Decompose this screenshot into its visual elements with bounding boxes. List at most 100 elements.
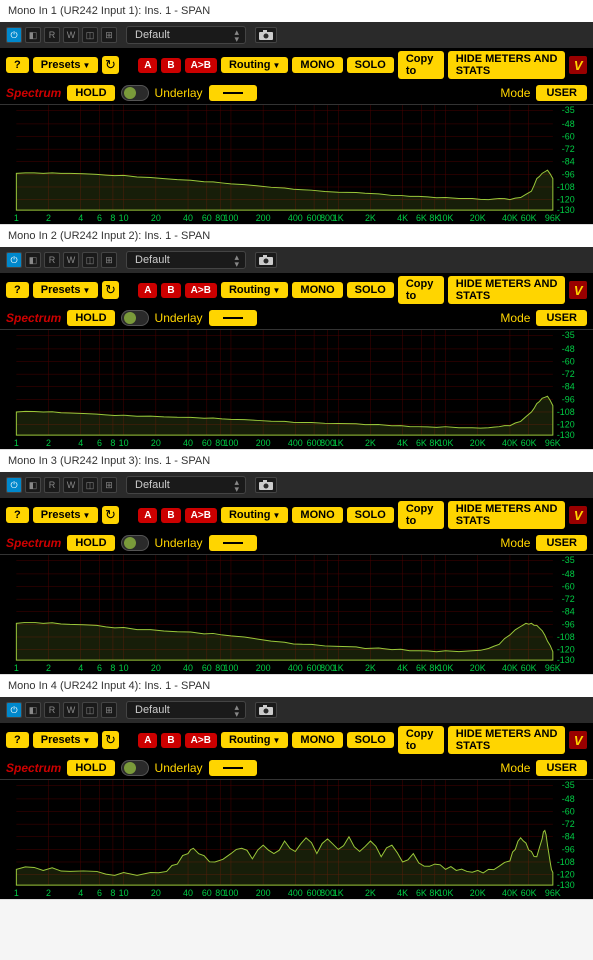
user-mode-button[interactable]: USER (536, 760, 587, 776)
user-mode-button[interactable]: USER (536, 310, 587, 326)
ab-button[interactable]: A>B (185, 508, 217, 523)
write-button[interactable]: W (63, 27, 79, 43)
solo-button[interactable]: SOLO (347, 282, 394, 298)
user-mode-button[interactable]: USER (536, 85, 587, 101)
snapshot-button[interactable] (255, 477, 277, 493)
compare-button[interactable]: ◫ (82, 477, 98, 493)
hold-toggle[interactable] (121, 760, 149, 776)
reload-button[interactable]: ↻ (102, 731, 118, 749)
read-button[interactable]: R (44, 252, 60, 268)
presets-button[interactable]: Presets ▼ (33, 57, 99, 73)
brand-badge[interactable]: V (569, 56, 587, 74)
copyto-button[interactable]: Copy to (398, 501, 444, 529)
solo-button[interactable]: SOLO (347, 507, 394, 523)
brand-badge[interactable]: V (569, 731, 587, 749)
compare-button[interactable]: ◫ (82, 27, 98, 43)
b-button[interactable]: B (161, 733, 180, 748)
underlay-select[interactable] (209, 760, 257, 776)
preset-dropdown[interactable]: Default▴▾ (126, 476, 246, 494)
snapshot-button[interactable] (255, 252, 277, 268)
preset-dropdown[interactable]: Default▴▾ (126, 251, 246, 269)
routing-button[interactable]: Routing ▼ (221, 57, 288, 73)
b-button[interactable]: B (161, 508, 180, 523)
power-button[interactable]: ⏻ (6, 252, 22, 268)
routing-button[interactable]: Routing ▼ (221, 282, 288, 298)
help-button[interactable]: ? (6, 282, 29, 298)
compare-button[interactable]: ◫ (82, 252, 98, 268)
underlay-select[interactable] (209, 535, 257, 551)
bypass-button[interactable]: ◧ (25, 477, 41, 493)
a-button[interactable]: A (138, 283, 157, 298)
solo-button[interactable]: SOLO (347, 732, 394, 748)
settings-button[interactable]: ⊞ (101, 702, 117, 718)
mono-button[interactable]: MONO (292, 732, 342, 748)
hold-button[interactable]: HOLD (67, 760, 114, 776)
reload-button[interactable]: ↻ (102, 281, 118, 299)
hold-toggle[interactable] (121, 310, 149, 326)
ab-button[interactable]: A>B (185, 283, 217, 298)
copyto-button[interactable]: Copy to (398, 726, 444, 754)
settings-button[interactable]: ⊞ (101, 27, 117, 43)
snapshot-button[interactable] (255, 702, 277, 718)
user-mode-button[interactable]: USER (536, 535, 587, 551)
presets-button[interactable]: Presets ▼ (33, 282, 99, 298)
hide-meters-button[interactable]: HIDE METERS AND STATS (448, 51, 566, 79)
write-button[interactable]: W (63, 477, 79, 493)
write-button[interactable]: W (63, 252, 79, 268)
read-button[interactable]: R (44, 27, 60, 43)
bypass-button[interactable]: ◧ (25, 252, 41, 268)
read-button[interactable]: R (44, 702, 60, 718)
routing-button[interactable]: Routing ▼ (221, 732, 288, 748)
mono-button[interactable]: MONO (292, 57, 342, 73)
preset-dropdown[interactable]: Default▴▾ (126, 701, 246, 719)
write-button[interactable]: W (63, 702, 79, 718)
hold-toggle[interactable] (121, 85, 149, 101)
brand-badge[interactable]: V (569, 506, 587, 524)
underlay-select[interactable] (209, 310, 257, 326)
help-button[interactable]: ? (6, 507, 29, 523)
hide-meters-button[interactable]: HIDE METERS AND STATS (448, 726, 566, 754)
a-button[interactable]: A (138, 58, 157, 73)
underlay-select[interactable] (209, 85, 257, 101)
snapshot-button[interactable] (255, 27, 277, 43)
ab-button[interactable]: A>B (185, 733, 217, 748)
power-button[interactable]: ⏻ (6, 477, 22, 493)
hold-toggle[interactable] (121, 535, 149, 551)
spectrum-display[interactable]: -35-48-60-72-84-96-108-120-1301246810204… (0, 554, 593, 674)
read-button[interactable]: R (44, 477, 60, 493)
mono-button[interactable]: MONO (292, 507, 342, 523)
help-button[interactable]: ? (6, 732, 29, 748)
help-button[interactable]: ? (6, 57, 29, 73)
reload-button[interactable]: ↻ (102, 56, 118, 74)
b-button[interactable]: B (161, 283, 180, 298)
copyto-button[interactable]: Copy to (398, 276, 444, 304)
ab-button[interactable]: A>B (185, 58, 217, 73)
reload-button[interactable]: ↻ (102, 506, 118, 524)
power-button[interactable]: ⏻ (6, 702, 22, 718)
settings-button[interactable]: ⊞ (101, 252, 117, 268)
bypass-button[interactable]: ◧ (25, 27, 41, 43)
a-button[interactable]: A (138, 733, 157, 748)
solo-button[interactable]: SOLO (347, 57, 394, 73)
compare-button[interactable]: ◫ (82, 702, 98, 718)
routing-button[interactable]: Routing ▼ (221, 507, 288, 523)
hide-meters-button[interactable]: HIDE METERS AND STATS (448, 276, 566, 304)
presets-button[interactable]: Presets ▼ (33, 732, 99, 748)
a-button[interactable]: A (138, 508, 157, 523)
brand-badge[interactable]: V (569, 281, 587, 299)
hide-meters-button[interactable]: HIDE METERS AND STATS (448, 501, 566, 529)
spectrum-display[interactable]: -35-48-60-72-84-96-108-120-1301246810204… (0, 329, 593, 449)
presets-button[interactable]: Presets ▼ (33, 507, 99, 523)
spectrum-display[interactable]: -35-48-60-72-84-96-108-120-1301246810204… (0, 779, 593, 899)
preset-dropdown[interactable]: Default▴▾ (126, 26, 246, 44)
hold-button[interactable]: HOLD (67, 85, 114, 101)
copyto-button[interactable]: Copy to (398, 51, 444, 79)
settings-button[interactable]: ⊞ (101, 477, 117, 493)
hold-button[interactable]: HOLD (67, 535, 114, 551)
spectrum-display[interactable]: -35-48-60-72-84-96-108-120-1301246810204… (0, 104, 593, 224)
b-button[interactable]: B (161, 58, 180, 73)
mono-button[interactable]: MONO (292, 282, 342, 298)
bypass-button[interactable]: ◧ (25, 702, 41, 718)
power-button[interactable]: ⏻ (6, 27, 22, 43)
hold-button[interactable]: HOLD (67, 310, 114, 326)
